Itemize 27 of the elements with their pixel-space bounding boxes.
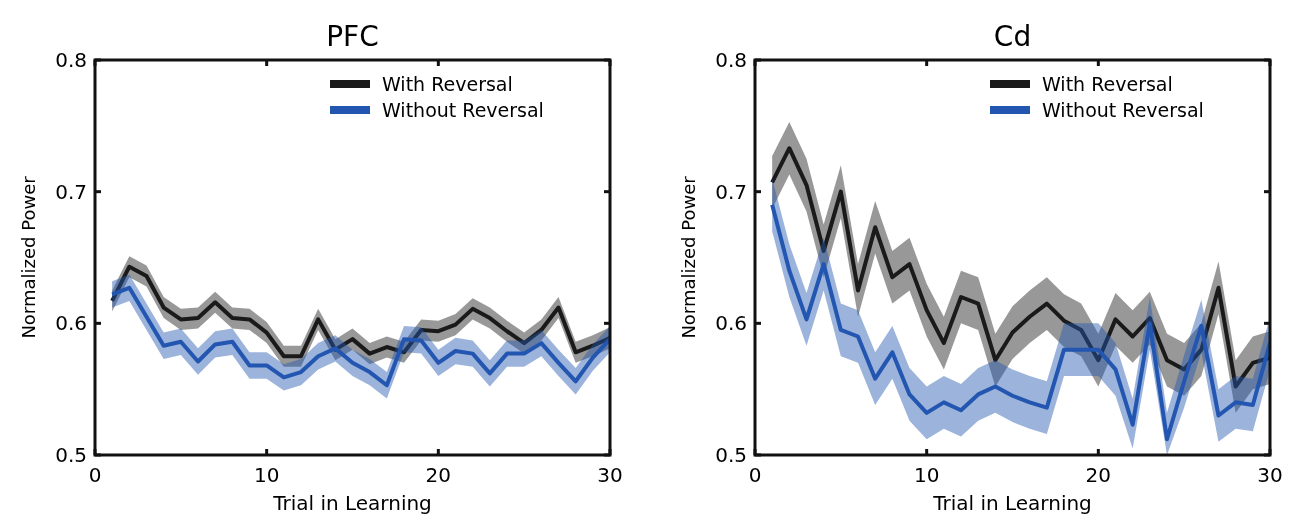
x-axis-title: Trial in Learning <box>272 491 432 515</box>
x-tick-label: 0 <box>748 463 762 487</box>
y-tick-label: 0.5 <box>55 443 87 467</box>
legend-label: With Reversal <box>382 73 513 95</box>
chart-title: Cd <box>993 20 1032 53</box>
legend-label: With Reversal <box>1042 73 1173 95</box>
y-tick-label: 0.6 <box>715 311 747 336</box>
y-axis-title: Normalized Power <box>18 175 39 339</box>
x-tick-label: 20 <box>425 463 452 487</box>
chart-title: PFC <box>326 20 379 53</box>
y-tick-label: 0.8 <box>55 48 87 72</box>
y-axis-title: Normalized Power <box>678 175 699 339</box>
y-tick-label: 0.7 <box>715 179 747 204</box>
y-tick-label: 0.6 <box>55 311 87 336</box>
x-tick-label: 10 <box>913 463 940 487</box>
x-tick-label: 20 <box>1085 463 1112 487</box>
line-series <box>110 285 610 388</box>
y-tick-label: 0.8 <box>715 48 747 72</box>
x-axis-title: Trial in Learning <box>932 491 1092 515</box>
legend-label: Without Reversal <box>382 99 544 121</box>
x-tick-label: 30 <box>597 463 623 487</box>
y-tick-label: 0.5 <box>715 443 747 467</box>
legend-label: Without Reversal <box>1042 99 1204 121</box>
x-tick-label: 10 <box>253 463 280 487</box>
x-tick-label: 0 <box>88 463 102 487</box>
y-tick-label: 0.7 <box>55 179 87 204</box>
x-tick-label: 30 <box>1257 463 1283 487</box>
